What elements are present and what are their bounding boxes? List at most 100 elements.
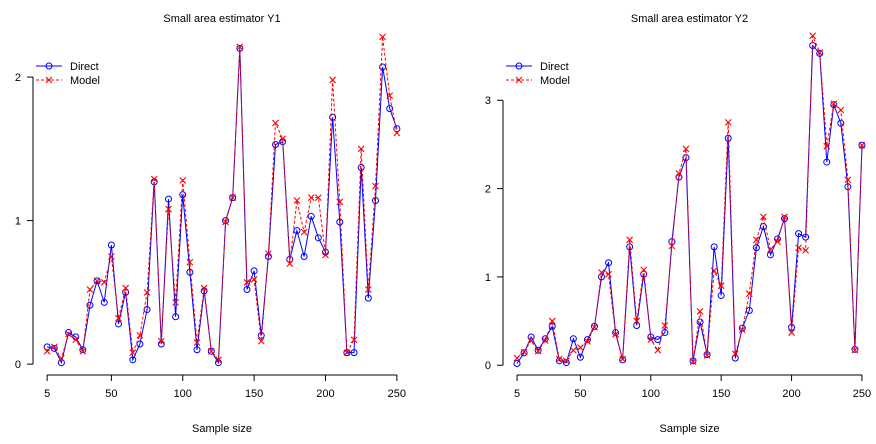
- data-point-model: [823, 142, 831, 150]
- data-point-model: [520, 348, 528, 356]
- y-tick-label: 2: [485, 184, 491, 196]
- data-point-model: [107, 253, 115, 260]
- data-point-model: [129, 349, 137, 357]
- x-tick-label: 150: [712, 388, 730, 400]
- data-point-model: [136, 332, 144, 339]
- data-point-model: [731, 350, 739, 358]
- data-point-model: [795, 244, 802, 252]
- x-tick-label: 250: [388, 388, 406, 400]
- data-point-model: [65, 330, 72, 338]
- data-point-model: [738, 326, 746, 334]
- data-point-direct: [250, 267, 258, 275]
- data-point-model: [760, 213, 767, 221]
- x-tick-label: 50: [574, 388, 586, 400]
- data-point-model: [93, 277, 101, 285]
- data-point-direct: [576, 353, 584, 361]
- chart-title: Small area estimator Y2: [631, 13, 748, 25]
- legend-label-model: Model: [540, 75, 570, 87]
- data-point-model: [186, 258, 194, 266]
- data-point-direct: [43, 343, 51, 351]
- data-point-model: [548, 317, 556, 325]
- data-point-direct: [164, 195, 172, 203]
- data-point-direct: [598, 273, 606, 281]
- y-tick-label: 1: [485, 272, 491, 284]
- data-point-direct: [371, 197, 379, 204]
- data-point-model: [612, 330, 619, 338]
- data-point-model: [115, 314, 122, 322]
- data-point-model: [257, 337, 265, 345]
- legend: Direct Model: [36, 61, 100, 87]
- data-point-direct: [605, 259, 613, 267]
- legend-marker-model: [515, 76, 523, 84]
- data-point-model: [745, 290, 753, 298]
- data-point-model: [279, 135, 287, 143]
- data-point-model: [619, 355, 627, 363]
- data-point-model: [555, 355, 563, 363]
- series-line-direct: [516, 44, 863, 364]
- data-point-direct: [186, 268, 194, 276]
- series-line-model: [46, 36, 398, 362]
- data-point-model: [336, 198, 344, 206]
- data-point-model: [661, 322, 669, 329]
- data-point-model: [802, 247, 810, 254]
- data-point-model: [605, 270, 612, 278]
- data-point-model: [314, 194, 322, 202]
- x-axis-label: Sample size: [660, 423, 720, 435]
- data-point-model: [243, 278, 251, 286]
- x-tick-label: 100: [174, 388, 192, 400]
- data-point-model: [675, 170, 683, 177]
- data-point-direct: [329, 113, 337, 121]
- data-point-model: [72, 336, 80, 344]
- data-point-direct: [193, 346, 201, 354]
- data-point-model: [717, 282, 725, 290]
- data-point-model: [774, 238, 781, 245]
- x-tick-label: 200: [316, 388, 334, 400]
- data-point-model: [647, 336, 655, 344]
- data-point-model: [541, 337, 549, 344]
- data-point-model: [752, 236, 760, 244]
- legend-marker-direct: [45, 62, 53, 70]
- data-point-model: [172, 299, 179, 306]
- legend-marker-direct: [515, 62, 523, 70]
- data-point-direct: [717, 291, 725, 299]
- data-point-model: [569, 346, 577, 354]
- data-point-direct: [562, 359, 570, 367]
- data-point-model: [215, 356, 222, 364]
- data-point-model: [222, 218, 229, 226]
- data-point-direct: [583, 336, 591, 344]
- data-point-direct: [379, 63, 387, 71]
- data-point-model: [767, 246, 774, 253]
- data-point-direct: [86, 301, 94, 309]
- data-point-model: [207, 347, 215, 355]
- x-tick-label: 50: [105, 388, 117, 400]
- data-point-model: [79, 347, 87, 355]
- data-point-model: [386, 92, 394, 100]
- data-point-model: [809, 32, 817, 40]
- series-line-direct: [47, 48, 398, 365]
- data-point-model: [591, 323, 598, 331]
- data-point-model: [343, 349, 351, 357]
- data-point-model: [193, 339, 201, 346]
- data-point-model: [350, 336, 358, 344]
- data-point-direct: [633, 321, 641, 329]
- data-point-direct: [759, 223, 767, 231]
- data-point-direct: [100, 298, 108, 306]
- data-point-model: [710, 267, 718, 275]
- data-point-model: [250, 276, 258, 283]
- data-point-model: [689, 358, 697, 366]
- data-point-direct: [143, 306, 151, 314]
- data-point-model: [654, 346, 662, 354]
- data-point-model: [364, 286, 372, 293]
- data-point-model: [640, 266, 648, 274]
- y-tick-label: 2: [15, 72, 21, 84]
- data-point-direct: [314, 234, 322, 242]
- data-point-direct: [541, 335, 549, 343]
- data-point-model: [584, 337, 591, 345]
- data-point-direct: [272, 141, 280, 149]
- data-point-model: [100, 278, 108, 286]
- data-point-model: [562, 357, 570, 365]
- data-point-direct: [781, 215, 789, 223]
- data-point-direct: [752, 244, 760, 252]
- data-point-model: [837, 106, 845, 114]
